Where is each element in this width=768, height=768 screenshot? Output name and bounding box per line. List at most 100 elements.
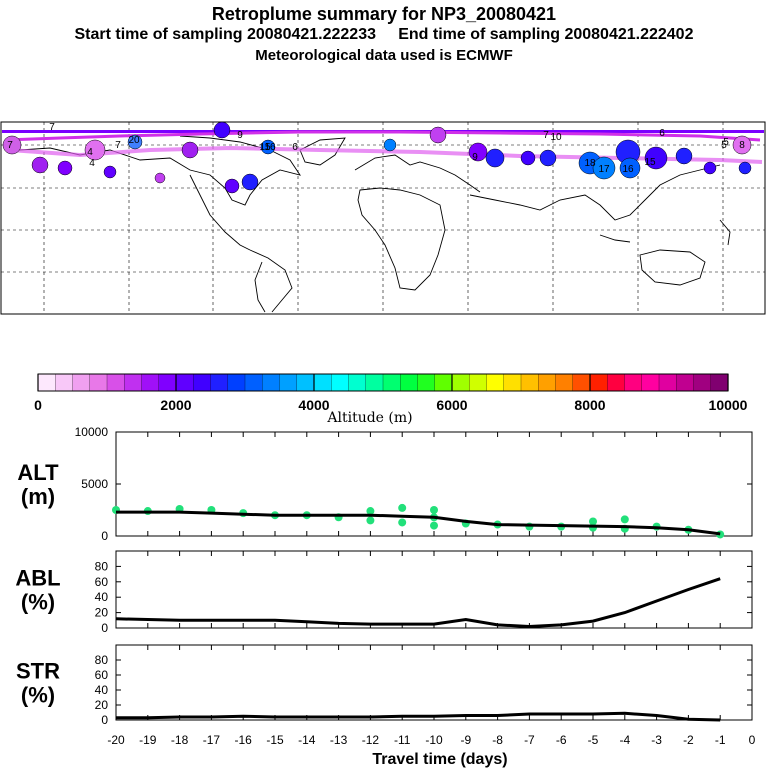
series-line-alt <box>116 510 721 536</box>
x-tick-label: -10 <box>425 733 443 747</box>
colorbar-tick-label: 4000 <box>298 397 329 413</box>
plume-day-label: 16 <box>622 164 634 175</box>
y-tick-label: 60 <box>95 668 109 682</box>
colorbar-tick-label: 6000 <box>436 397 467 413</box>
plume-track-upper <box>4 130 761 142</box>
plume-day-label: 5 <box>721 140 727 151</box>
plume-track-lower <box>9 145 763 164</box>
plume-circle <box>644 146 668 170</box>
colorbar-cells <box>37 373 729 392</box>
y-tick-label: 80 <box>95 653 109 667</box>
plume-circle <box>703 161 717 175</box>
colorbar-ticks: 0 2000 4000 6000 8000 10000 <box>34 374 748 413</box>
panel-ylabel: STR <box>16 659 60 684</box>
colorbar-tick-label: 10000 <box>709 397 748 413</box>
x-tick-label: -18 <box>171 733 189 747</box>
plume-circle <box>57 160 73 176</box>
colorbar-caption: Altitude (m) <box>326 410 412 426</box>
plume-circle <box>181 141 199 159</box>
y-tick-label: 60 <box>95 575 109 589</box>
plume-circle <box>383 138 397 152</box>
x-tick-label: -4 <box>619 733 630 747</box>
page-title: Retroplume summary for NP3_20080421 <box>211 4 557 24</box>
series-line-abl <box>115 577 721 629</box>
colorbar-tick-label: 0 <box>34 397 42 413</box>
x-tick-label: -16 <box>235 733 253 747</box>
plume-circle <box>2 135 22 155</box>
plume-day-label: 6 <box>292 142 298 153</box>
plume-circle <box>485 148 505 168</box>
plume-day-label: 7 <box>115 140 121 151</box>
plume-day-label: 20 <box>128 135 140 146</box>
panel-frame <box>115 644 753 721</box>
plume-circle <box>103 165 117 179</box>
plume-circle <box>732 135 752 155</box>
x-tick-label: -19 <box>139 733 157 747</box>
x-tick-label: -13 <box>330 733 348 747</box>
x-tick-label: -1 <box>715 733 726 747</box>
x-tick-label: -12 <box>362 733 380 747</box>
plume-circle <box>619 157 641 179</box>
plume-day-label: 7 <box>7 140 13 151</box>
plume-day-label: 6 <box>659 128 665 139</box>
plume-circle <box>127 134 143 150</box>
x-tick-label: -8 <box>492 733 503 747</box>
plume-day-label: 15 <box>259 142 271 153</box>
plume-circle <box>224 178 240 194</box>
x-tick-label: -15 <box>266 733 284 747</box>
plume-day-label: 16 <box>264 142 276 153</box>
panel-ylabel-unit: (%) <box>21 590 55 615</box>
y-tick-label: 0 <box>101 621 108 635</box>
plume-day-label: 7 <box>543 130 549 141</box>
colorbar-tick-label: 2000 <box>160 397 191 413</box>
plume-day-label: 9 <box>237 130 243 141</box>
y-tick-label: 0 <box>101 529 108 543</box>
altitude-scatter-point <box>620 515 629 524</box>
plume-day-label: 9 <box>472 152 478 163</box>
plume-circle <box>260 139 276 155</box>
plume-track <box>2 130 764 164</box>
x-tick-label: -7 <box>524 733 535 747</box>
panel-ylabel: ALT <box>17 460 59 485</box>
plume-day-label: 4 <box>89 158 95 169</box>
plume-circle <box>738 161 752 175</box>
x-tick-label: -20 <box>107 733 125 747</box>
plume-day-label: 10 <box>550 132 562 143</box>
panel-ylabel-unit: (m) <box>21 484 55 509</box>
plume-circle <box>213 121 231 139</box>
plume-day-label: 8 <box>739 140 745 151</box>
x-tick-label: -9 <box>460 733 471 747</box>
altitude-scatter-point <box>398 503 407 512</box>
x-axis-label: Travel time (days) <box>372 751 507 768</box>
plume-day-label: 18 <box>584 158 596 169</box>
altitude-scatter-point <box>366 507 375 516</box>
x-tick-label: -6 <box>556 733 567 747</box>
panel-ylabel: ABL <box>15 566 60 591</box>
y-tick-label: 40 <box>95 590 109 604</box>
x-tick-label: -3 <box>651 733 662 747</box>
x-tick-label: -5 <box>588 733 599 747</box>
plume-circle <box>241 173 259 191</box>
plume-circle <box>84 139 106 161</box>
altitude-colorbar: 0 2000 4000 6000 8000 10000 Altitude (m) <box>34 373 748 426</box>
plume-circle <box>429 126 447 144</box>
sampling-times: Start time of sampling 20080421.222233 E… <box>74 26 694 43</box>
colorbar-tick-label: 8000 <box>574 397 605 413</box>
plume-day-label: 5 <box>723 137 729 148</box>
panel-ylabel-unit: (%) <box>21 683 55 708</box>
x-tick-label: -14 <box>298 733 316 747</box>
plume-particles <box>2 121 752 194</box>
panel-alt: 0 5000 10000 ALT(m) <box>17 425 753 543</box>
y-tick-label: 40 <box>95 683 109 697</box>
plume-circle <box>31 156 49 174</box>
plume-circle <box>592 156 616 180</box>
y-tick-label: 5000 <box>81 477 108 491</box>
plume-day-label: 4 <box>87 147 93 158</box>
y-tick-label: 20 <box>95 606 109 620</box>
altitude-scatter-point <box>430 506 438 514</box>
x-tick-label: -11 <box>394 733 411 747</box>
